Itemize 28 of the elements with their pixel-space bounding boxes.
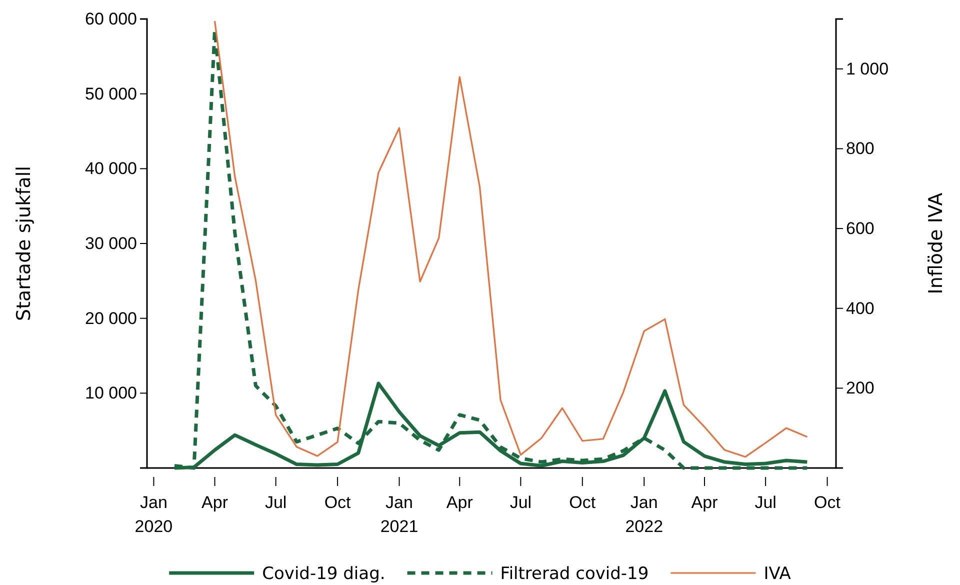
y2-axis-title: Inflöde IVA [925, 192, 947, 294]
legend-label: IVA [764, 564, 792, 584]
y2-tick-label: 1 000 [846, 59, 889, 78]
x-tick-label: Jan 2021 [380, 493, 418, 536]
y-tick-label: 40 000 [85, 159, 137, 178]
y-tick-label: 10 000 [85, 384, 137, 403]
y2-tick-label: 200 [846, 378, 874, 398]
y2-tick-label: 400 [846, 298, 874, 318]
y-tick-label: 30 000 [85, 234, 137, 253]
x-tick-label: Apr [691, 493, 718, 512]
y2-tick-label: 600 [846, 218, 874, 238]
x-tick-label: Apr [446, 493, 474, 512]
x-tick-label: Jul [510, 493, 532, 512]
y2-tick-label: 800 [846, 139, 874, 158]
y-tick-label: 50 000 [85, 84, 137, 104]
x-tick-label: Jan 2022 [625, 493, 664, 536]
y-tick-label: 60 000 [85, 9, 137, 28]
y-axis-title: Startade sjukfall [13, 166, 35, 321]
x-tick-label: Oct [569, 493, 596, 512]
x-tick-label: Jan 2020 [134, 493, 173, 536]
legend-label: Filtrerad covid-19 [500, 564, 649, 584]
legend-label: Covid-19 diag. [262, 564, 386, 584]
x-tick-label: Oct [814, 493, 841, 512]
x-tick-label: Apr [202, 493, 228, 512]
y-tick-label: 20 000 [85, 308, 137, 328]
x-tick-label: Jul [264, 493, 287, 512]
x-tick-label: Oct [324, 493, 352, 512]
x-tick-label: Jul [754, 493, 776, 512]
